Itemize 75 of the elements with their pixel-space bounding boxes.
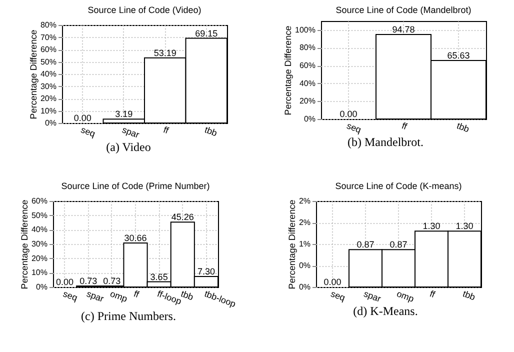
y-axis-title: Percentage Difference	[28, 30, 38, 120]
data-label: 94.78	[392, 24, 414, 35]
y-tick-label: 0%	[303, 114, 315, 124]
x-tick-label: seq	[79, 124, 96, 139]
text: (d) K-Means.	[353, 304, 418, 319]
x-tick-label: ff	[400, 120, 408, 132]
x-tick-label: tbb	[461, 288, 477, 302]
data-label: 0.87	[356, 240, 374, 250]
y-tick-label: 60%	[40, 45, 56, 54]
x-tick-label: seq	[61, 288, 78, 303]
chart-title: Source Line of Code (Mandelbrot)	[335, 5, 471, 15]
x-tick-label: seq	[344, 120, 362, 135]
data-label: 0.87	[390, 240, 408, 250]
y-tick-label: 40%	[40, 70, 56, 78]
data-label: 65.63	[446, 50, 470, 61]
text: (c) Prime Numbers.	[81, 309, 176, 324]
y-tick-label: 40%	[30, 225, 47, 234]
y-tick-label: 0%	[44, 118, 56, 128]
y-tick-label: 10%	[30, 268, 47, 278]
y-tick-label: 80%	[40, 20, 56, 30]
y-tick-label: 80%	[298, 43, 315, 52]
chart-title: Source Line of Code (K-means)	[335, 181, 462, 191]
y-tick-label: 10%	[40, 106, 56, 116]
data-label: 1.30	[422, 221, 440, 232]
data-label: 0.00	[73, 113, 91, 123]
y-tick-label: 70%	[40, 32, 56, 42]
x-tick-label: tbb	[202, 124, 218, 138]
y-tick-label: 50%	[40, 57, 56, 66]
data-label: 30.66	[124, 233, 146, 244]
data-label: 3.19	[114, 109, 132, 120]
data-label: 3.65	[150, 272, 168, 282]
data-label: 7.30	[196, 266, 214, 277]
data-label: 1.30	[456, 221, 474, 232]
y-tick-label: 60%	[30, 196, 47, 206]
y-axis-title: Percentage Difference	[18, 200, 29, 290]
data-label: 53.19	[153, 48, 176, 58]
text: (a) Video	[106, 140, 151, 155]
x-tick-label: omp	[395, 288, 416, 304]
x-tick-label: seq	[329, 288, 346, 303]
x-tick-label: ff	[428, 288, 437, 300]
data-label: 0.00	[324, 277, 342, 287]
y-tick-label: 100%	[294, 25, 315, 34]
y-tick-label: 0%	[298, 282, 310, 292]
x-tick-label: ff-loop	[155, 288, 182, 306]
chart-title: Source Line of Code (Video)	[87, 5, 201, 15]
x-tick-label: spar	[362, 288, 382, 304]
x-tick-label: tbb	[454, 120, 470, 134]
y-tick-label: 1%	[298, 240, 310, 248]
x-tick-label: omp	[108, 288, 128, 304]
data-label: 0.73	[79, 276, 97, 286]
text: (b) Mandelbrot.	[348, 135, 424, 150]
y-tick-label: 50%	[30, 210, 47, 220]
y-tick-label: 60%	[298, 61, 315, 70]
y-tick-label: 2%	[298, 218, 310, 227]
y-tick-label: 2%	[298, 196, 310, 206]
y-axis-title: Percentage Difference	[286, 200, 297, 290]
y-tick-label: 30%	[30, 240, 47, 248]
x-tick-label: ff	[132, 288, 140, 300]
data-label: 45.26	[170, 212, 194, 222]
data-label: 0.73	[102, 276, 120, 286]
y-tick-label: 20%	[298, 96, 315, 106]
data-label: 0.00	[339, 109, 357, 119]
x-tick-label: spar	[84, 288, 105, 304]
y-tick-label: 0%	[298, 261, 310, 270]
y-tick-label: 20%	[30, 254, 47, 263]
y-axis-title: Percentage Difference	[282, 26, 293, 116]
y-tick-label: 30%	[40, 82, 56, 91]
data-label: 69.15	[194, 28, 218, 38]
data-label: 0.00	[56, 277, 74, 287]
y-tick-label: 40%	[298, 78, 315, 88]
x-tick-label: spar	[120, 124, 140, 140]
chart-title: Source Line of Code (Prime Number)	[60, 181, 210, 191]
y-tick-label: 0%	[35, 282, 47, 292]
x-tick-label: ff	[162, 124, 170, 136]
y-tick-label: 20%	[40, 94, 56, 103]
